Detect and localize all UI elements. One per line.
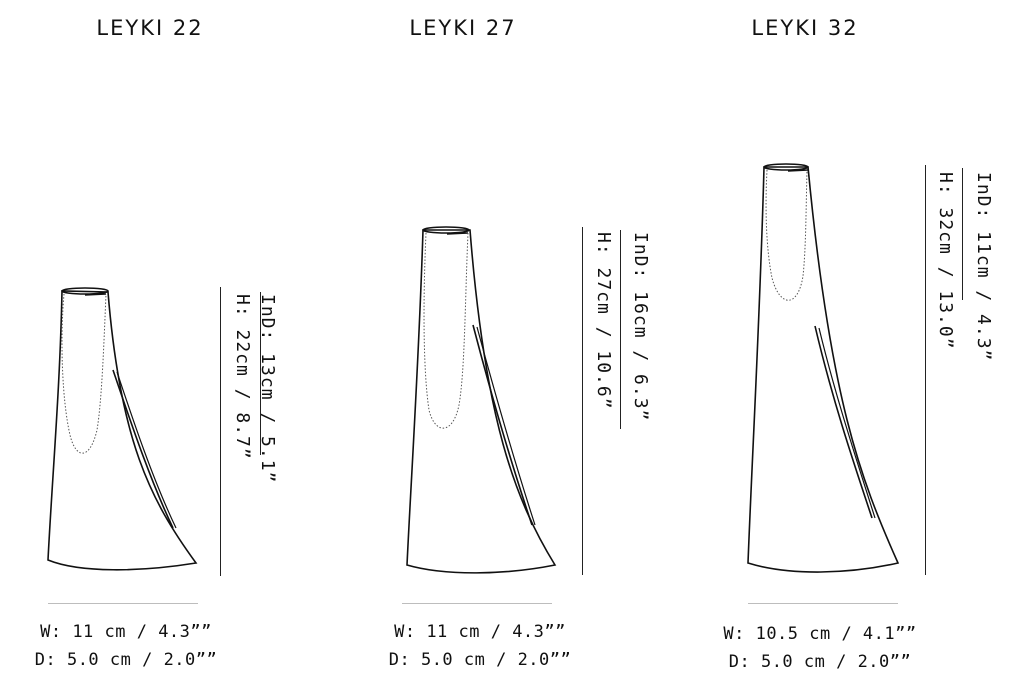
width-line — [48, 603, 198, 604]
label-divider — [962, 168, 963, 300]
height-line — [925, 165, 926, 575]
vase-drawing — [747, 163, 900, 573]
vase-drawing — [47, 287, 198, 571]
width-label: W: 10.5 cm / 4.1”” — [723, 624, 917, 644]
vase-drawing — [406, 226, 557, 574]
product-title: LEYKI 27 — [409, 16, 517, 40]
inner-depth-label: InD: 11cm / 4.3” — [973, 172, 994, 362]
height-label: H: 22cm / 8.7” — [232, 294, 253, 460]
product-title: LEYKI 22 — [96, 16, 204, 40]
width-label: W: 11 cm / 4.3”” — [40, 622, 212, 642]
height-label: H: 27cm / 10.6” — [593, 232, 614, 410]
height-line — [220, 287, 221, 576]
height-line — [582, 227, 583, 575]
width-line — [402, 603, 552, 604]
depth-label: D: 5.0 cm / 2.0”” — [388, 650, 572, 670]
inner-depth-label: InD: 16cm / 6.3” — [630, 232, 651, 422]
height-label: H: 32cm / 13.0” — [935, 172, 956, 350]
dimensions-block: W: 11 cm / 4.3”” D: 5.0 cm / 2.0”” — [6, 618, 246, 674]
width-label: W: 11 cm / 4.3”” — [394, 622, 566, 642]
product-title: LEYKI 32 — [751, 16, 859, 40]
width-line — [748, 603, 898, 604]
dimensions-block: W: 11 cm / 4.3”” D: 5.0 cm / 2.0”” — [360, 618, 600, 674]
depth-label: D: 5.0 cm / 2.0”” — [34, 650, 218, 670]
dimensions-block: W: 10.5 cm / 4.1”” D: 5.0 cm / 2.0”” — [700, 620, 940, 676]
depth-label: D: 5.0 cm / 2.0”” — [728, 652, 912, 672]
label-divider — [260, 292, 261, 455]
label-divider — [620, 230, 621, 429]
